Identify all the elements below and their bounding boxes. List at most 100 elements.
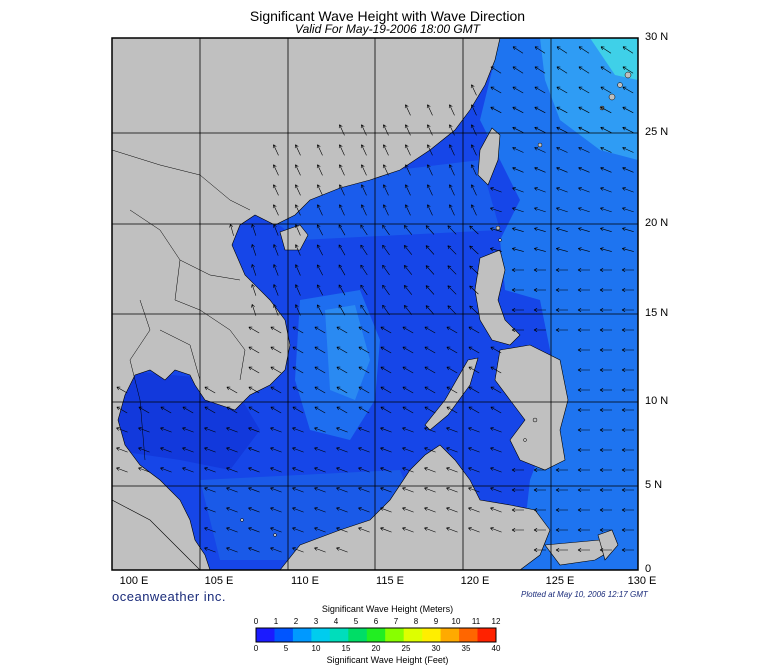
wave-arrow [621,268,634,272]
wave-arrow [292,346,304,354]
wave-arrow [248,346,260,354]
wave-arrow [182,406,194,414]
wave-arrow [251,264,257,276]
wave-arrow [182,467,194,473]
wave-arrow [295,284,301,296]
wave-arrow [490,467,502,473]
wave-arrow [336,527,348,533]
wave-arrow [600,86,612,94]
map-title: Significant Wave Height with Wave Direct… [249,8,526,24]
colorbar-segment [274,628,294,642]
wave-arrow [314,527,326,533]
wave-arrow [316,284,323,296]
wave-arrow [490,227,502,232]
colorbar-feet-tick: 5 [283,644,289,653]
wave-arrow [336,447,348,453]
wave-arrow [338,164,345,176]
wave-arrow [382,264,390,276]
wave-arrow [403,225,413,235]
wave-arrow [403,305,413,315]
wave-arrow [292,447,304,453]
colorbar-segment [440,628,460,642]
wave-arrow [292,507,304,513]
wave-arrow [556,147,568,153]
wave-arrow [270,346,282,354]
wave-arrow [336,346,348,354]
wave-arrow [578,227,590,232]
wave-arrow [204,507,216,513]
wave-arrow [468,326,480,334]
wave-arrow [160,467,172,473]
colorbar-feet-tick: 10 [311,644,321,653]
lat-lon-grid [112,38,638,570]
wave-arrow [470,124,477,136]
wave-arrow [272,184,279,196]
wave-arrow [248,527,260,533]
wave-arrow [226,527,238,533]
wave-arrow [358,427,370,433]
wave-arrow [338,204,345,216]
wave-arrow [578,147,590,153]
wave-arrow [469,305,479,315]
wave-arrow [336,427,348,433]
wave-arrow [292,406,304,414]
colorbar-feet-tick: 30 [431,644,441,653]
colorbar-meter-tick: 6 [373,617,379,626]
wave-arrow [555,508,568,512]
colorbar-meter-tick: 8 [413,617,419,626]
wave-arrow [621,408,634,412]
wave-arrow [292,386,304,394]
wave-arrow [251,244,257,256]
wave-arrow [358,467,370,473]
wave-arrow [358,527,370,533]
wave-arrow [447,245,457,255]
wave-arrow [490,86,502,94]
wave-arrow [599,548,612,552]
wave-arrow [511,308,524,312]
wave-arrow [204,447,216,453]
wave-arrow [270,487,282,493]
wave-arrow [382,304,390,316]
wave-arrow [314,507,326,513]
wave-arrow [448,104,455,116]
wave-arrow [578,126,590,133]
wave-arrow [316,184,323,196]
wave-arrow [204,406,216,414]
wave-direction-arrows [116,46,634,553]
wave-arrow [426,144,433,156]
wave-arrow [468,467,480,473]
wave-arrow [446,326,458,334]
wave-arrow [402,366,414,374]
wave-arrow [468,527,480,533]
wave-arrow [360,144,367,156]
wave-arrow [534,227,546,232]
wave-arrow [577,468,590,472]
wave-arrow [578,167,590,173]
wave-arrow [578,86,590,94]
map-subtitle: Valid For May-19-2006 18:00 GMT [295,22,480,36]
wave-arrow [622,227,634,232]
wave-arrow [446,527,458,533]
wave-arrow [382,284,390,296]
wave-arrow [534,167,546,173]
wave-arrow [511,328,524,332]
wave-arrow [270,406,282,414]
wave-arrow [360,284,368,296]
wave-arrow [295,224,301,236]
colorbar-segment [385,628,405,642]
colorbar-border [255,627,497,643]
wave-arrow [226,447,238,453]
wave-arrow [578,106,590,114]
wave-arrow [360,244,368,256]
wave-arrow [314,386,326,394]
wave-arrow [402,346,414,354]
colorbar-segment [311,628,331,642]
wave-arrow [270,527,282,533]
wave-arrow [600,147,612,153]
colorbar-meter-tick: 5 [353,617,359,626]
wave-arrow [490,346,502,354]
wave-arrow [424,527,436,533]
wave-arrow [358,326,370,334]
wave-arrow [138,467,150,473]
colorbar-segment [366,628,386,642]
